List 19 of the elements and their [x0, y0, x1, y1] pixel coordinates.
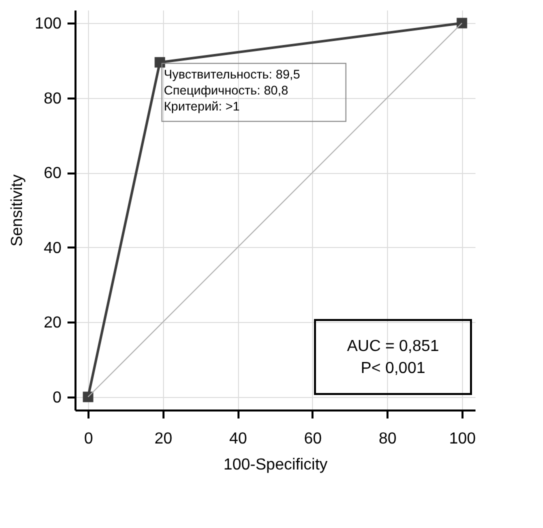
- y-tick-label: 60: [44, 165, 62, 182]
- y-tick-label: 80: [44, 90, 62, 108]
- x-tick-label: 60: [304, 430, 322, 448]
- x-tick-label: 20: [154, 430, 172, 448]
- annotation: Чувствительность: 89,5 Специфичность: 80,8 Критерий: >1: [164, 67, 300, 114]
- point: [82, 392, 94, 402]
- point: [154, 57, 166, 68]
- y-tick-label: 40: [44, 240, 62, 257]
- y-tick-label: 100: [34, 16, 62, 33]
- y-tick-label: 0: [52, 389, 62, 406]
- annotation: AUC = 0,851 P< 0,001: [346, 338, 440, 377]
- y-axis-title: Sensitivity: [8, 174, 26, 247]
- x-tick-label: 0: [84, 430, 94, 448]
- point: [456, 18, 468, 28]
- y-tick-label: 20: [44, 314, 62, 332]
- x-tick-label: 80: [378, 430, 397, 448]
- x-tick-label: 100: [449, 430, 476, 448]
- x-tick-label: 40: [229, 430, 248, 448]
- x-axis-title: 100-Specificity: [223, 456, 328, 474]
